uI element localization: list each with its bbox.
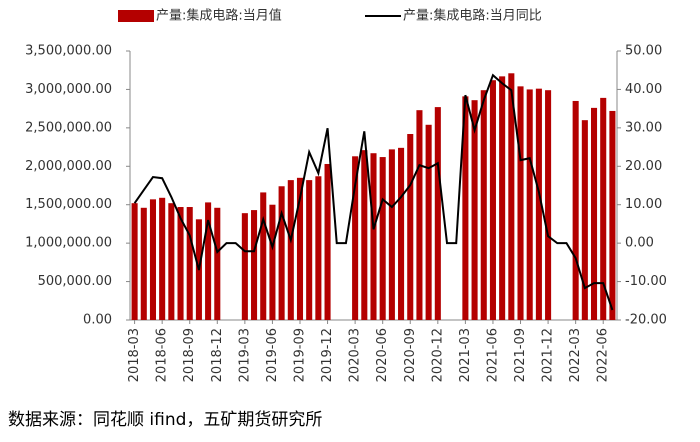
x-tick-label: 2020-03 bbox=[348, 328, 363, 382]
bar bbox=[131, 203, 138, 320]
bar bbox=[149, 199, 157, 320]
bar bbox=[315, 176, 322, 320]
x-tick-label: 2019-06 bbox=[265, 328, 280, 382]
bar bbox=[168, 203, 175, 320]
bar bbox=[324, 163, 331, 320]
bar bbox=[388, 149, 395, 320]
y2-tick-label: 20.00 bbox=[625, 159, 662, 174]
x-tick-label: 2019-12 bbox=[320, 328, 335, 382]
bar bbox=[140, 207, 147, 320]
x-tick-label: 2018-06 bbox=[155, 328, 170, 382]
bar bbox=[471, 100, 478, 320]
bar bbox=[462, 96, 469, 321]
bar bbox=[269, 204, 276, 320]
bar bbox=[609, 110, 616, 320]
y-tick-label: 2,500,000.00 bbox=[25, 120, 112, 135]
bar bbox=[260, 192, 267, 320]
y2-tick-label: 10.00 bbox=[625, 197, 662, 212]
y-tick-label: 3,500,000.00 bbox=[25, 44, 112, 59]
x-tick-label: 2019-03 bbox=[237, 328, 252, 382]
x-tick-label: 2021-06 bbox=[485, 328, 500, 382]
bar bbox=[370, 153, 377, 320]
bar bbox=[251, 210, 258, 320]
bar bbox=[177, 207, 184, 320]
bar bbox=[572, 100, 579, 320]
bar bbox=[581, 120, 588, 321]
x-tick-label: 2022-06 bbox=[596, 328, 611, 382]
x-tick-label: 2018-12 bbox=[210, 328, 225, 382]
x-tick-label: 2021-03 bbox=[458, 328, 473, 382]
bar bbox=[434, 107, 441, 320]
y2-tick-label: 40.00 bbox=[625, 82, 662, 97]
x-tick-label: 2022-03 bbox=[568, 328, 583, 382]
x-tick-label: 2020-09 bbox=[403, 328, 418, 382]
bar bbox=[545, 90, 552, 320]
bar bbox=[361, 150, 368, 320]
bar bbox=[306, 180, 313, 320]
bar bbox=[398, 147, 405, 320]
bar bbox=[296, 177, 304, 320]
bar bbox=[186, 207, 193, 320]
y-tick-label: 500,000.00 bbox=[38, 274, 112, 289]
y2-tick-label: 50.00 bbox=[625, 44, 662, 59]
bar bbox=[379, 157, 386, 320]
y2-tick-label: 30.00 bbox=[625, 120, 662, 135]
y2-tick-label: -10.00 bbox=[625, 274, 667, 289]
bar bbox=[416, 110, 423, 321]
y-tick-label: 1,000,000.00 bbox=[25, 236, 112, 251]
bar bbox=[489, 80, 496, 320]
bar bbox=[480, 90, 487, 320]
y2-tick-label: 0.00 bbox=[625, 236, 654, 251]
bar bbox=[590, 107, 598, 320]
x-tick-label: 2020-12 bbox=[430, 328, 445, 382]
bar bbox=[205, 202, 212, 320]
x-tick-label: 2018-03 bbox=[127, 328, 142, 382]
bar bbox=[287, 180, 294, 320]
bar bbox=[499, 76, 506, 320]
legend-swatch bbox=[118, 10, 154, 22]
y2-tick-label: -20.00 bbox=[625, 313, 667, 328]
legend-label: 产量:集成电路:当月同比 bbox=[403, 8, 542, 24]
source-note: 数据来源：同花顺 ifind，五矿期货研究所 bbox=[8, 410, 322, 430]
bar bbox=[407, 134, 414, 320]
bar bbox=[352, 156, 359, 320]
y-tick-label: 2,000,000.00 bbox=[25, 159, 112, 174]
x-tick-label: 2021-12 bbox=[541, 328, 556, 382]
bar bbox=[241, 213, 248, 320]
bar bbox=[159, 197, 166, 320]
x-tick-label: 2019-09 bbox=[292, 328, 307, 382]
bar bbox=[508, 73, 515, 320]
bar bbox=[214, 207, 221, 320]
x-tick-label: 2021-09 bbox=[513, 328, 528, 382]
bar bbox=[526, 89, 533, 320]
bar bbox=[600, 97, 607, 320]
x-tick-label: 2020-06 bbox=[375, 328, 390, 382]
bar bbox=[425, 124, 432, 320]
y-tick-label: 0.00 bbox=[83, 313, 112, 328]
bar bbox=[535, 88, 542, 320]
legend-label: 产量:集成电路:当月值 bbox=[156, 8, 282, 24]
y-tick-label: 1,500,000.00 bbox=[25, 197, 112, 212]
x-tick-label: 2018-09 bbox=[182, 328, 197, 382]
line bbox=[133, 73, 614, 311]
bar bbox=[278, 186, 285, 320]
bar bbox=[517, 86, 524, 321]
y-tick-label: 3,000,000.00 bbox=[25, 82, 112, 97]
